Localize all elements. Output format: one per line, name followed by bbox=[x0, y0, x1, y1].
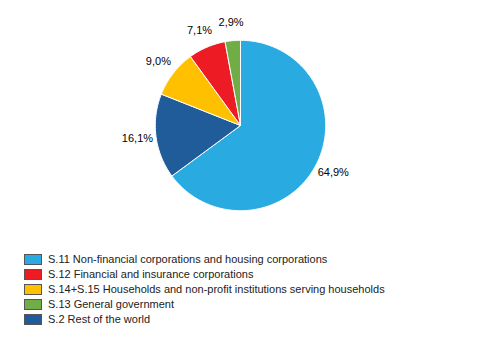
svg-text:9,0%: 9,0% bbox=[146, 55, 171, 67]
html-text:S.11 Non-financial corporation: S.11 Non-financial corporations and hous… bbox=[48, 253, 328, 265]
html-text:S.14+S.15 Households and non-p: S.14+S.15 Households and non-profit inst… bbox=[48, 283, 385, 295]
svg-text:64,9%: 64,9% bbox=[318, 166, 349, 178]
svg-text:2,9%: 2,9% bbox=[219, 16, 244, 28]
svg-text:7,1%: 7,1% bbox=[187, 24, 212, 36]
svg-text:16,1%: 16,1% bbox=[122, 132, 153, 144]
html-text:S.13 General government: S.13 General government bbox=[48, 298, 174, 310]
html-text:S.12 Financial and insurance c: S.12 Financial and insurance corporation… bbox=[48, 268, 254, 280]
html-text:S.2 Rest of the world: S.2 Rest of the world bbox=[48, 313, 151, 325]
